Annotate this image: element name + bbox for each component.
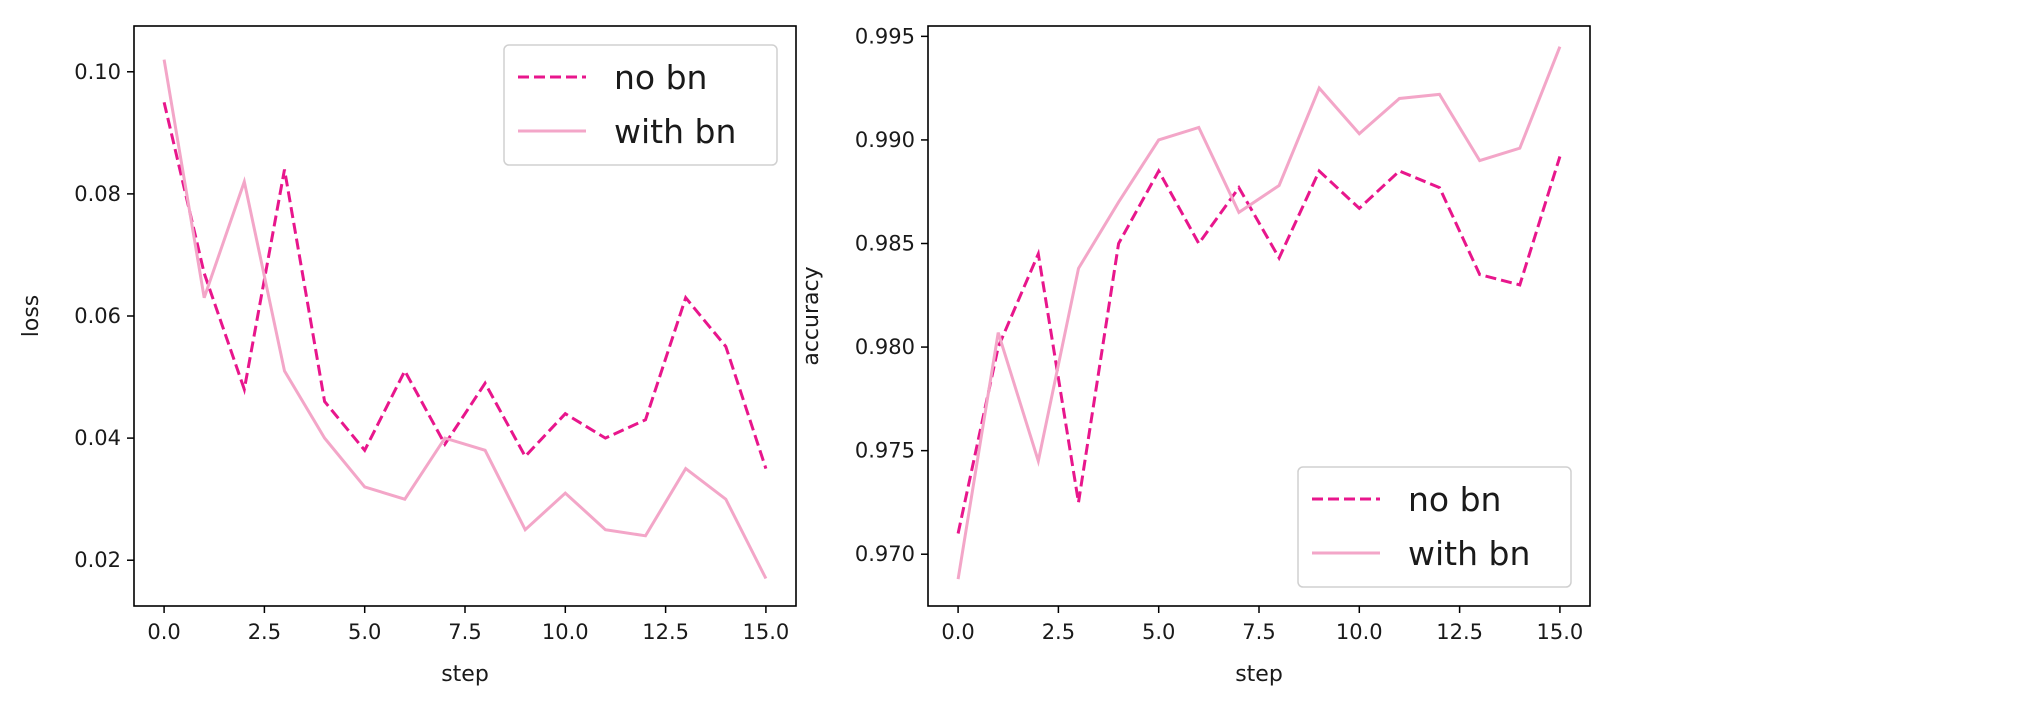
chart-1: 0.0 2.5 5.0 7.5 10.0 12.5 15.0 0.02 0.04 0.06 0.08… — [19, 25, 797, 687]
x-tick-label: 2.5 — [248, 620, 281, 644]
y-axis-label: loss — [19, 295, 44, 338]
y-axis-label: accuracy — [799, 266, 824, 365]
x-tick-label: 0.0 — [147, 620, 180, 644]
x-tick-label: 12.5 — [642, 620, 689, 644]
x-tick-label: 2.5 — [1042, 620, 1075, 644]
series-line-no-bn — [956, 156, 1562, 534]
legend: no bn with bn — [503, 44, 778, 166]
series-line-with-bn — [956, 46, 1562, 580]
y-tick-label: 0.995 — [855, 24, 915, 48]
legend-label: no bn — [614, 58, 707, 97]
x-tick-label: 10.0 — [1336, 620, 1383, 644]
x-tick-label: 7.5 — [448, 620, 481, 644]
x-tick-label: 15.0 — [1537, 620, 1584, 644]
y-tick-label: 0.970 — [855, 542, 915, 566]
x-axis-label: step — [1235, 662, 1283, 687]
series-line-with-bn — [162, 59, 768, 580]
legend: no bn with bn — [1297, 466, 1572, 588]
y-tick-label: 0.985 — [855, 232, 915, 256]
y-tick-label: 0.06 — [74, 304, 121, 328]
x-tick-label: 5.0 — [348, 620, 381, 644]
legend-label: no bn — [1408, 480, 1501, 519]
x-tick-label: 10.0 — [542, 620, 589, 644]
x-axis-label: step — [441, 662, 489, 687]
legend-box — [503, 44, 778, 166]
y-tick-label: 0.975 — [855, 439, 915, 463]
y-tick-label: 0.10 — [74, 60, 121, 84]
legend-label: with bn — [1408, 534, 1530, 573]
x-tick-label: 15.0 — [743, 620, 790, 644]
chart-2: 0.0 2.5 5.0 7.5 10.0 12.5 15.0 0.970 0.975 0.980 0… — [799, 24, 1591, 687]
y-tick-label: 0.08 — [74, 182, 121, 206]
legend-label: with bn — [614, 112, 736, 151]
y-tick-label: 0.990 — [855, 128, 915, 152]
x-tick-label: 0.0 — [941, 620, 974, 644]
y-tick-label: 0.04 — [74, 426, 121, 450]
x-tick-label: 5.0 — [1142, 620, 1175, 644]
x-tick-label: 7.5 — [1242, 620, 1275, 644]
y-tick-label: 0.980 — [855, 335, 915, 359]
legend-box — [1297, 466, 1572, 588]
y-tick-label: 0.02 — [74, 548, 121, 572]
x-tick-label: 12.5 — [1436, 620, 1483, 644]
